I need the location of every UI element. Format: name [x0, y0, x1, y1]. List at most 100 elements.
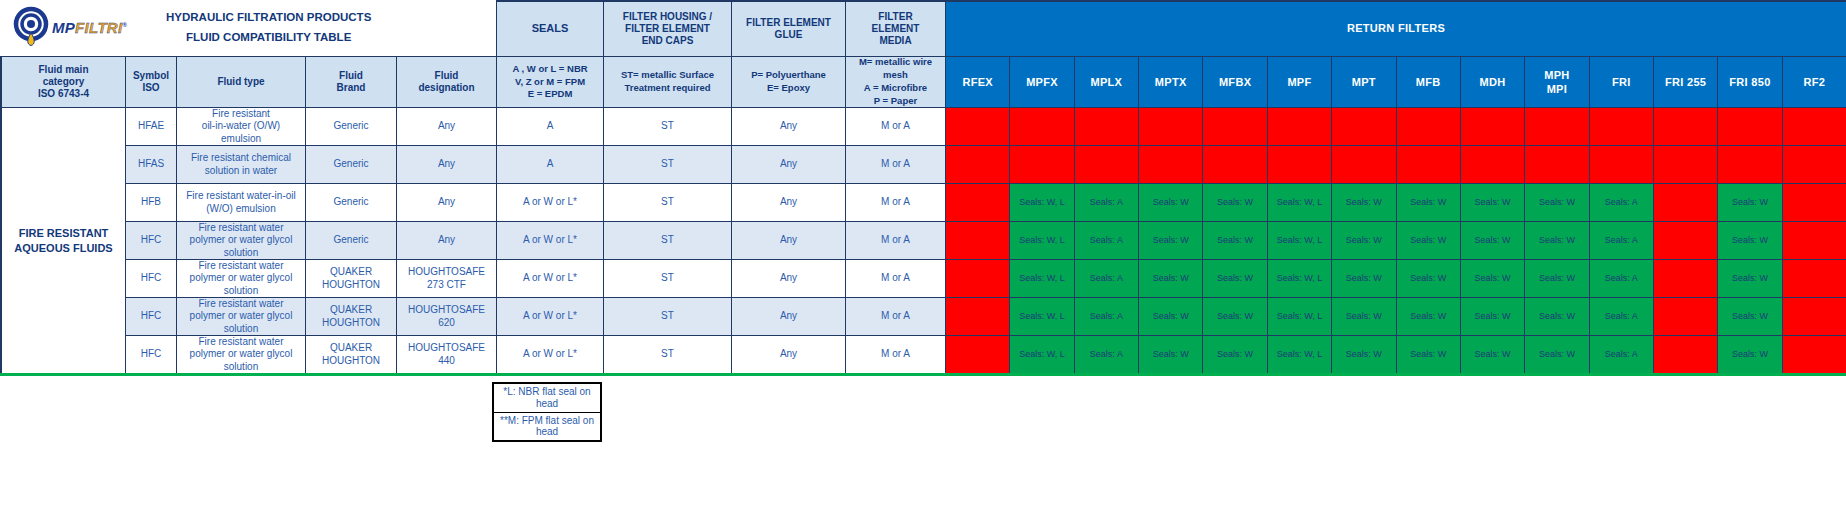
- compatibility-cell-row-7-mfbx: Seals: W: [1203, 336, 1266, 373]
- row-6-end-caps: ST: [604, 298, 731, 335]
- compatibility-cell-row-2-fri-850: [1718, 146, 1781, 183]
- filter-column-header-mpf: MPF: [1268, 57, 1331, 107]
- mp-filtri-wordmark: MPFILTRI®: [52, 19, 127, 37]
- row-2-symbol: HFAS: [126, 146, 176, 183]
- compatibility-cell-row-5-mpf: Seals: W, L: [1268, 260, 1331, 297]
- compatibility-cell-row-2-mfbx: [1203, 146, 1266, 183]
- compatibility-cell-row-2-mdh: [1461, 146, 1524, 183]
- row-2-fluid-type: Fire resistant chemical solution in wate…: [177, 146, 305, 183]
- filter-column-header-rfex: RFEX: [946, 57, 1009, 107]
- row-6-seals: A or W or L*: [497, 298, 603, 335]
- table-header-left: MPFILTRI® HYDRAULIC FILTRATION PRODUCTS …: [0, 0, 496, 56]
- compatibility-cell-row-1-rfex: [946, 108, 1009, 145]
- filter-column-header-mdh: MDH: [1461, 57, 1524, 107]
- row-4-seals: A or W or L*: [497, 222, 603, 259]
- row-6-brand: QUAKER HOUGHTON: [306, 298, 396, 335]
- compatibility-cell-row-7-mph-mpi: Seals: W: [1525, 336, 1588, 373]
- footnote-fpm-seal: **M: FPM flat seal on head: [494, 413, 600, 441]
- compatibility-cell-row-5-mfb: Seals: W: [1397, 260, 1460, 297]
- seals-legend-key: A , W or L = NBR V, Z or M = FPM E = EPD…: [497, 57, 603, 107]
- row-1-brand: Generic: [306, 108, 396, 145]
- row-2-brand: Generic: [306, 146, 396, 183]
- compatibility-cell-row-6-rfex: [946, 298, 1009, 335]
- row-6-fluid-type: Fire resistant water polymer or water gl…: [177, 298, 305, 335]
- compatibility-cell-row-4-mpt: Seals: W: [1332, 222, 1395, 259]
- glue-legend-key: P= Polyuerthane E= Epoxy: [732, 57, 845, 107]
- row-3-fluid-type: Fire resistant water-in-oil (W/O) emulsi…: [177, 184, 305, 221]
- compatibility-cell-row-4-fri-850: Seals: W: [1718, 222, 1781, 259]
- filter-column-header-fri: FRI: [1590, 57, 1653, 107]
- compatibility-cell-row-3-fri-255: [1654, 184, 1717, 221]
- row-3-end-caps: ST: [604, 184, 731, 221]
- filter-column-header-mptx: MPTX: [1139, 57, 1202, 107]
- compatibility-cell-row-7-fri-850: Seals: W: [1718, 336, 1781, 373]
- compatibility-cell-row-2-mpf: [1268, 146, 1331, 183]
- compatibility-cell-row-1-rf2: [1783, 108, 1846, 145]
- compatibility-cell-row-6-fri-255: [1654, 298, 1717, 335]
- compatibility-cell-row-6-mph-mpi: Seals: W: [1525, 298, 1588, 335]
- compatibility-cell-row-6-fri-850: Seals: W: [1718, 298, 1781, 335]
- page-title: HYDRAULIC FILTRATION PRODUCTS FLUID COMP…: [141, 8, 396, 47]
- glue-group-header: FILTER ELEMENT GLUE: [732, 0, 845, 56]
- compatibility-cell-row-2-fri-255: [1654, 146, 1717, 183]
- row-7-seals: A or W or L*: [497, 336, 603, 373]
- compatibility-cell-row-1-fri-255: [1654, 108, 1717, 145]
- compatibility-cell-row-7-fri-255: [1654, 336, 1717, 373]
- fluid-category-group-cell: FIRE RESISTANT AQUEOUS FLUIDS: [0, 108, 125, 373]
- compatibility-cell-row-3-mfbx: Seals: W: [1203, 184, 1266, 221]
- row-5-seals: A or W or L*: [497, 260, 603, 297]
- compatibility-cell-row-5-mplx: Seals: A: [1075, 260, 1138, 297]
- compatibility-cell-row-2-mfb: [1397, 146, 1460, 183]
- row-3-brand: Generic: [306, 184, 396, 221]
- compatibility-cell-row-4-mdh: Seals: W: [1461, 222, 1524, 259]
- row-1-designation: Any: [397, 108, 496, 145]
- row-2-end-caps: ST: [604, 146, 731, 183]
- filter-column-header-mfb: MFB: [1397, 57, 1460, 107]
- compatibility-cell-row-1-mdh: [1461, 108, 1524, 145]
- row-2-glue: Any: [732, 146, 845, 183]
- filter-column-header-fri-850: FRI 850: [1718, 57, 1781, 107]
- compatibility-cell-row-5-fri: Seals: A: [1590, 260, 1653, 297]
- compatibility-cell-row-6-fri: Seals: A: [1590, 298, 1653, 335]
- compatibility-cell-row-4-mpf: Seals: W, L: [1268, 222, 1331, 259]
- compatibility-cell-row-2-mplx: [1075, 146, 1138, 183]
- compatibility-cell-row-2-rfex: [946, 146, 1009, 183]
- compatibility-cell-row-7-mfb: Seals: W: [1397, 336, 1460, 373]
- compatibility-cell-row-3-mph-mpi: Seals: W: [1525, 184, 1588, 221]
- row-7-symbol: HFC: [126, 336, 176, 373]
- footnote-nbr-seal: *L: NBR flat seal on head: [494, 384, 600, 413]
- row-7-media: M or A: [846, 336, 945, 373]
- compatibility-cell-row-2-mph-mpi: [1525, 146, 1588, 183]
- compatibility-cell-row-6-rf2: [1783, 298, 1846, 335]
- row-4-fluid-type: Fire resistant water polymer or water gl…: [177, 222, 305, 259]
- filter-column-header-mpfx: MPFX: [1010, 57, 1073, 107]
- seals-group-header: SEALS: [497, 0, 603, 56]
- row-5-symbol: HFC: [126, 260, 176, 297]
- compatibility-cell-row-3-mptx: Seals: W: [1139, 184, 1202, 221]
- compatibility-cell-row-7-mptx: Seals: W: [1139, 336, 1202, 373]
- compatibility-cell-row-4-mfb: Seals: W: [1397, 222, 1460, 259]
- row-5-fluid-type: Fire resistant water polymer or water gl…: [177, 260, 305, 297]
- compatibility-cell-row-4-rfex: [946, 222, 1009, 259]
- compatibility-cell-row-1-mplx: [1075, 108, 1138, 145]
- row-3-designation: Any: [397, 184, 496, 221]
- mp-filtri-logo: MPFILTRI®: [10, 6, 127, 50]
- compatibility-cell-row-4-fri-255: [1654, 222, 1717, 259]
- brand-column-header: Fluid Brand: [306, 57, 396, 107]
- compatibility-cell-row-1-mptx: [1139, 108, 1202, 145]
- compatibility-cell-row-4-mplx: Seals: A: [1075, 222, 1138, 259]
- fluid-compatibility-table: MPFILTRI® HYDRAULIC FILTRATION PRODUCTS …: [0, 0, 1846, 376]
- row-6-designation: HOUGHTOSAFE 620: [397, 298, 496, 335]
- compatibility-cell-row-7-mdh: Seals: W: [1461, 336, 1524, 373]
- filter-column-header-fri-255: FRI 255: [1654, 57, 1717, 107]
- compatibility-cell-row-5-fri-255: [1654, 260, 1717, 297]
- row-2-media: M or A: [846, 146, 945, 183]
- row-2-seals: A: [497, 146, 603, 183]
- compatibility-cell-row-5-mptx: Seals: W: [1139, 260, 1202, 297]
- row-7-end-caps: ST: [604, 336, 731, 373]
- compatibility-cell-row-3-rf2: [1783, 184, 1846, 221]
- return-filters-group-header: RETURN FILTERS: [946, 0, 1846, 56]
- compatibility-cell-row-6-mpf: Seals: W, L: [1268, 298, 1331, 335]
- compatibility-cell-row-2-rf2: [1783, 146, 1846, 183]
- filter-column-header-mfbx: MFBX: [1203, 57, 1266, 107]
